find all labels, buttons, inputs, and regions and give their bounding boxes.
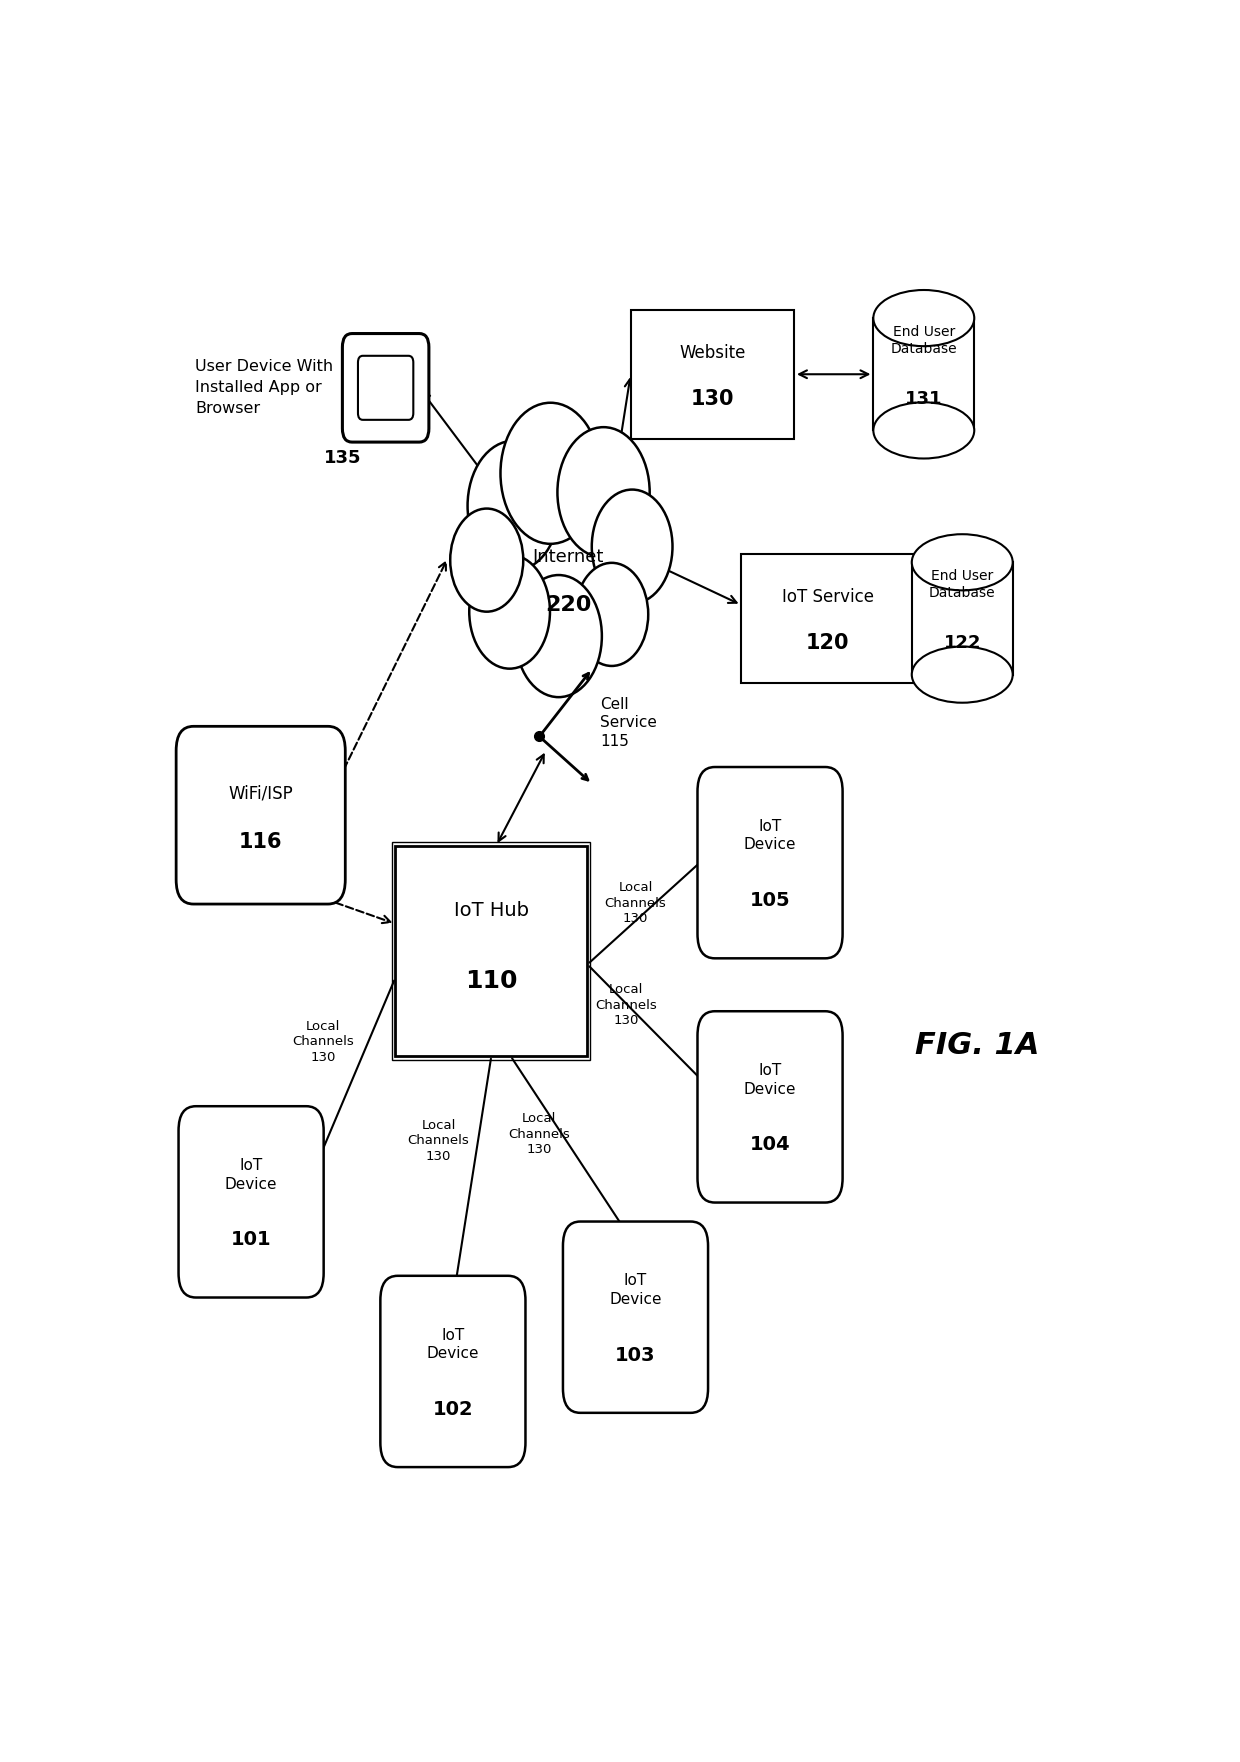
Text: Internet: Internet <box>532 548 604 566</box>
Ellipse shape <box>911 534 1013 590</box>
FancyBboxPatch shape <box>392 842 590 1061</box>
Text: 101: 101 <box>231 1230 272 1249</box>
Text: IoT
Device: IoT Device <box>609 1274 662 1307</box>
Text: 220: 220 <box>546 596 591 615</box>
Text: 135: 135 <box>324 449 361 467</box>
Bar <box>873 319 975 430</box>
FancyBboxPatch shape <box>396 846 588 1055</box>
Circle shape <box>575 562 649 666</box>
FancyBboxPatch shape <box>631 310 794 439</box>
Circle shape <box>591 490 672 604</box>
FancyBboxPatch shape <box>358 356 413 419</box>
Text: 116: 116 <box>239 832 283 853</box>
FancyBboxPatch shape <box>697 1011 843 1202</box>
FancyBboxPatch shape <box>742 553 914 684</box>
Text: FIG. 1A: FIG. 1A <box>915 1031 1039 1061</box>
Text: Local
Channels
130: Local Channels 130 <box>508 1112 570 1156</box>
Text: IoT
Device: IoT Device <box>744 819 796 853</box>
Text: IoT
Device: IoT Device <box>744 1062 796 1096</box>
Text: IoT Service: IoT Service <box>781 589 874 606</box>
Circle shape <box>516 574 601 698</box>
FancyBboxPatch shape <box>176 726 345 904</box>
Ellipse shape <box>911 647 1013 703</box>
Ellipse shape <box>873 291 975 345</box>
Circle shape <box>450 509 523 611</box>
Text: Cell
Service
115: Cell Service 115 <box>600 696 657 749</box>
FancyBboxPatch shape <box>179 1107 324 1297</box>
Ellipse shape <box>873 402 975 458</box>
Text: End User
Database: End User Database <box>929 569 996 601</box>
Text: 131: 131 <box>905 389 942 407</box>
Circle shape <box>501 403 600 544</box>
Text: User Device With
Installed App or
Browser: User Device With Installed App or Browse… <box>196 359 334 416</box>
Text: 110: 110 <box>465 969 517 992</box>
Text: IoT
Device: IoT Device <box>427 1327 479 1360</box>
Text: Local
Channels
130: Local Channels 130 <box>605 881 666 925</box>
Text: 103: 103 <box>615 1346 656 1366</box>
Text: End User
Database: End User Database <box>890 324 957 356</box>
Text: 102: 102 <box>433 1401 474 1418</box>
Polygon shape <box>461 462 657 680</box>
Text: Local
Channels
130: Local Channels 130 <box>595 983 657 1027</box>
FancyBboxPatch shape <box>381 1276 526 1468</box>
Text: 122: 122 <box>944 634 981 652</box>
FancyBboxPatch shape <box>563 1221 708 1413</box>
Circle shape <box>469 555 551 668</box>
Text: IoT
Device: IoT Device <box>224 1158 278 1191</box>
Text: 104: 104 <box>750 1135 790 1154</box>
Text: WiFi/ISP: WiFi/ISP <box>228 784 293 802</box>
Text: 130: 130 <box>691 389 734 409</box>
Bar <box>911 562 1013 675</box>
FancyBboxPatch shape <box>342 333 429 442</box>
Text: IoT Hub: IoT Hub <box>454 900 528 920</box>
Text: Local
Channels
130: Local Channels 130 <box>408 1119 470 1163</box>
Text: Website: Website <box>680 344 745 361</box>
FancyBboxPatch shape <box>697 766 843 959</box>
Circle shape <box>467 440 559 571</box>
Text: Local
Channels
130: Local Channels 130 <box>293 1020 355 1064</box>
Circle shape <box>558 426 650 557</box>
Text: 120: 120 <box>806 633 849 654</box>
Text: 105: 105 <box>750 892 790 911</box>
